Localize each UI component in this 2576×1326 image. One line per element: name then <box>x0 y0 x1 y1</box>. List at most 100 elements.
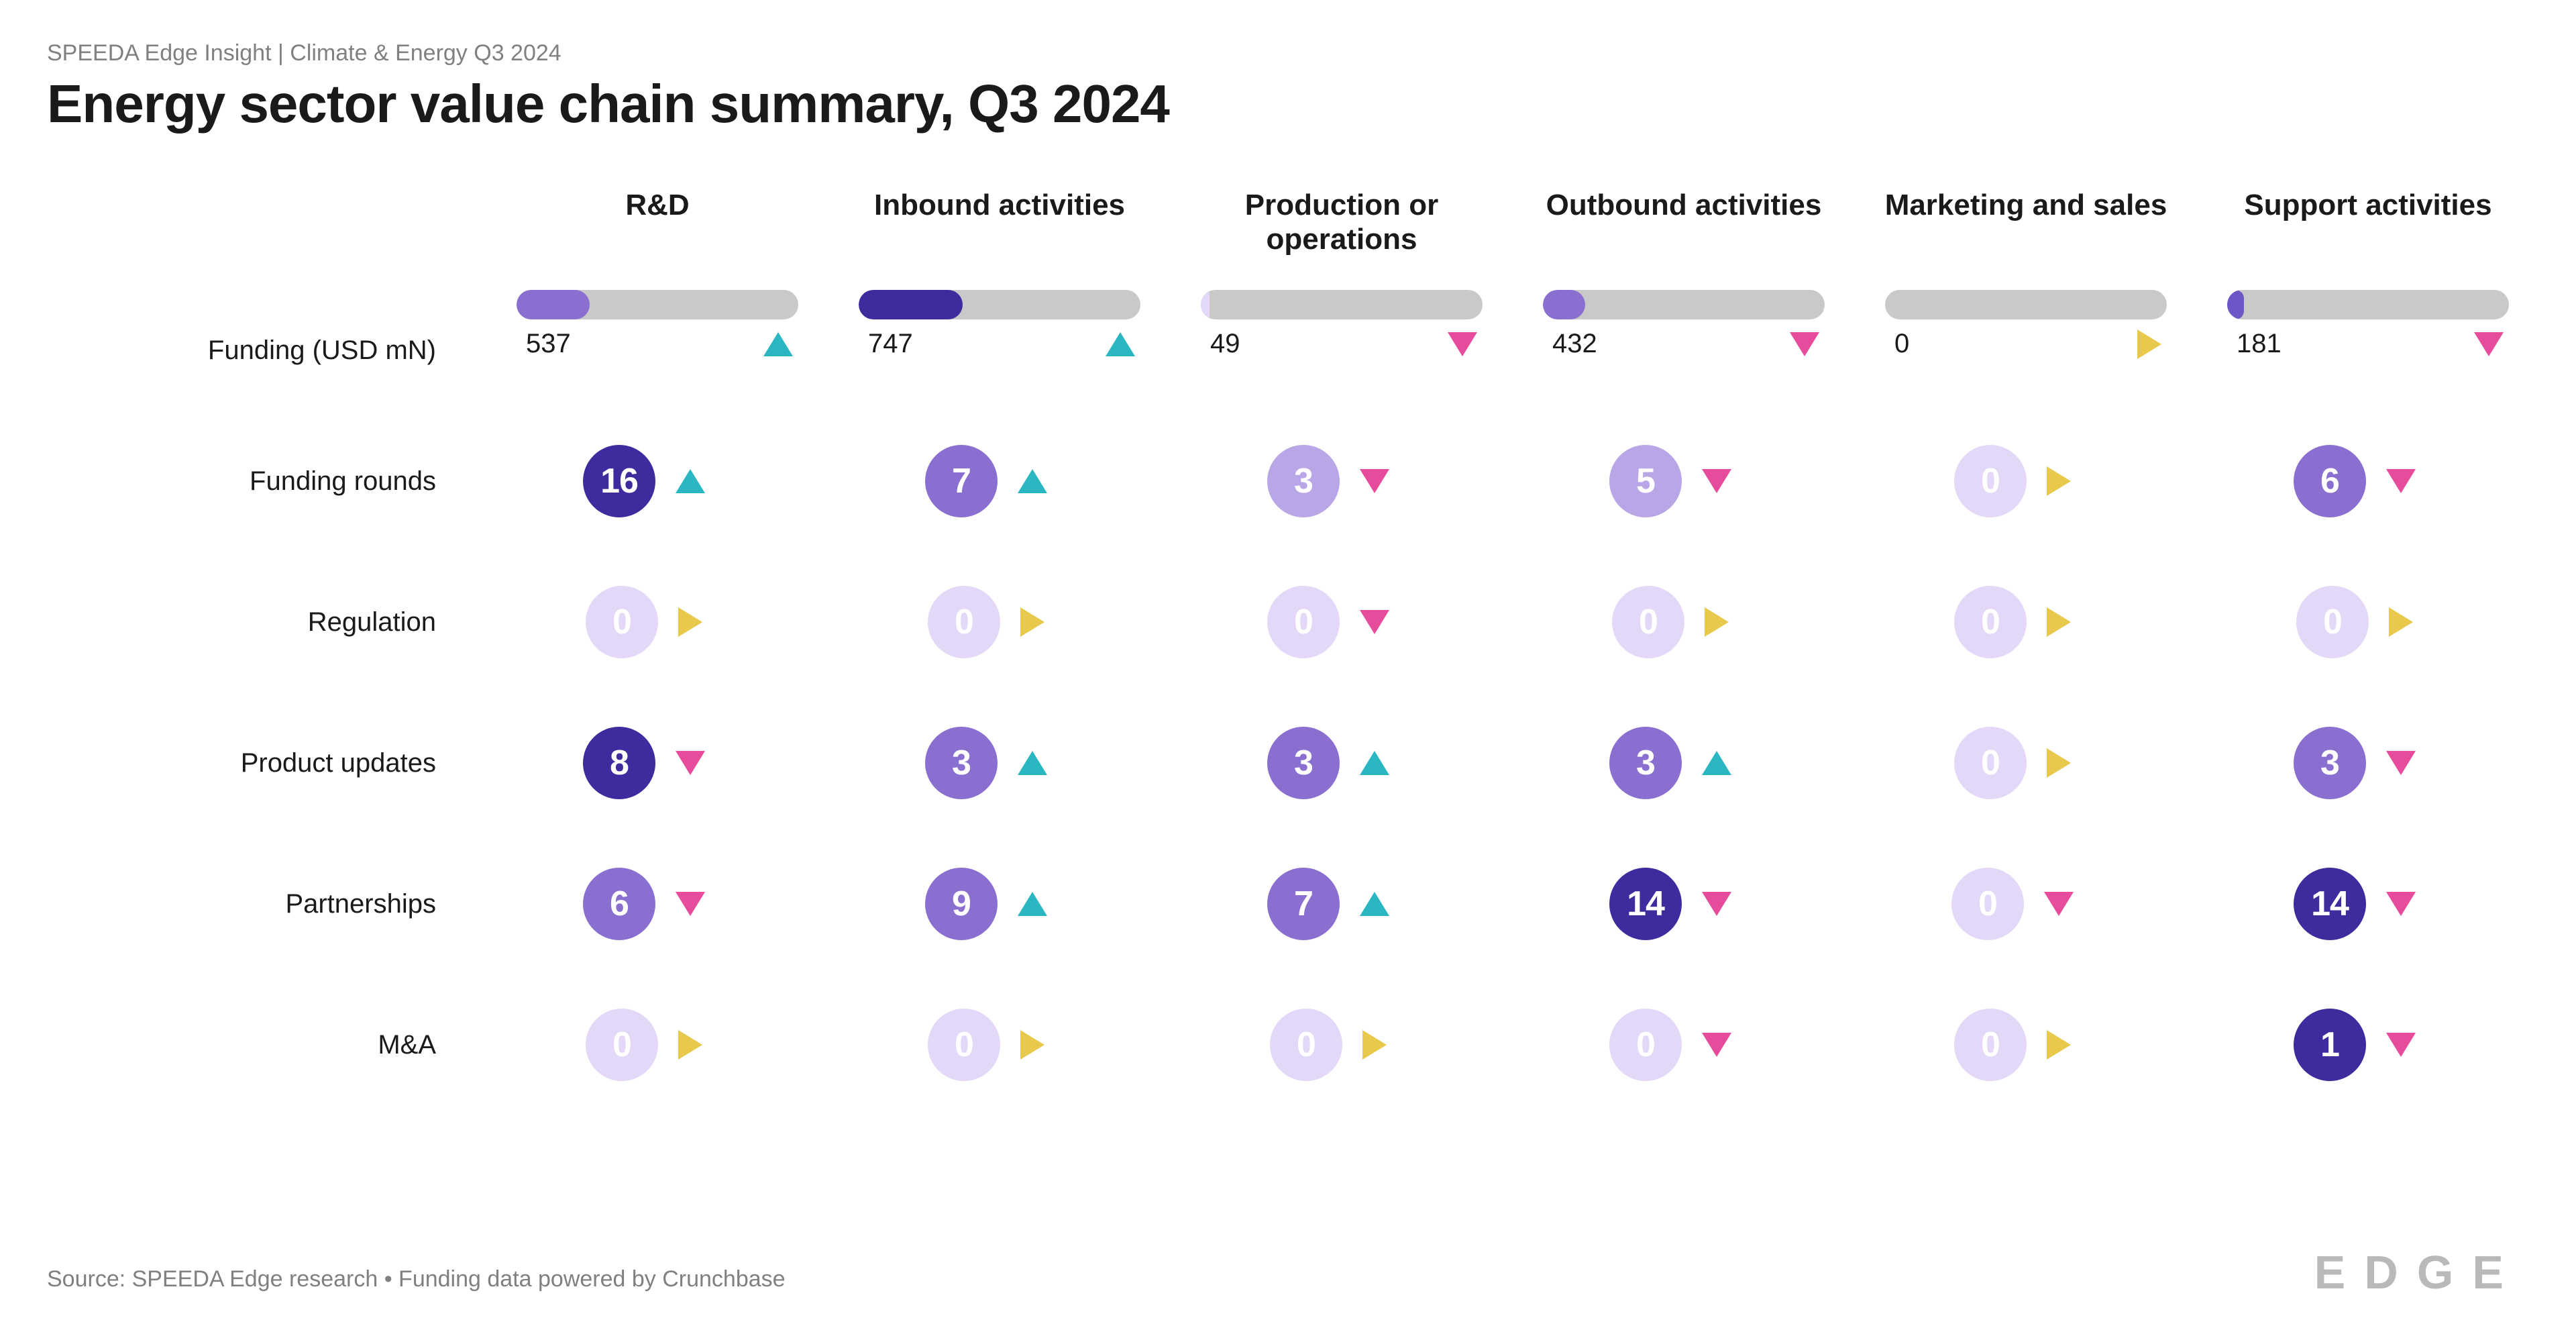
metric-circle: 3 <box>925 727 998 799</box>
metric-wrap: 0 <box>1267 586 1389 658</box>
row-label-regulation: Regulation <box>47 552 476 693</box>
metric-cell: 3 <box>839 693 1161 833</box>
metric-cell: 7 <box>839 411 1161 552</box>
trend-down-icon <box>1790 332 1819 356</box>
trend-down-icon <box>2474 332 2504 356</box>
trend-down-icon <box>676 892 705 916</box>
headline: Energy sector value chain summary, Q3 20… <box>47 73 2529 135</box>
metric-wrap: 6 <box>583 868 705 940</box>
trend-up-icon <box>676 469 705 493</box>
metric-circle: 0 <box>1270 1009 1342 1081</box>
metric-cell: 3 <box>1181 693 1503 833</box>
funding-value-row: 537 <box>517 329 798 359</box>
metric-circle: 0 <box>1954 727 2027 799</box>
trend-down-icon <box>2386 892 2416 916</box>
metric-circle: 3 <box>1267 727 1340 799</box>
funding-value-row: 181 <box>2227 329 2509 359</box>
trend-down-icon <box>1448 332 1477 356</box>
metric-cell: 0 <box>1865 552 2187 693</box>
metric-wrap: 0 <box>586 1009 702 1081</box>
value-chain-grid: R&D Inbound activities Production or ope… <box>47 189 2529 1115</box>
funding-bar-track <box>1543 290 1825 319</box>
trend-up-icon <box>1018 892 1047 916</box>
trend-flat-icon <box>2047 466 2071 496</box>
trend-down-icon <box>2386 469 2416 493</box>
funding-bar-fill <box>517 290 590 319</box>
metric-circle: 0 <box>1954 445 2027 517</box>
column-header: Outbound activities <box>1523 189 1845 290</box>
funding-bar-track <box>859 290 1140 319</box>
metric-circle: 0 <box>928 1009 1000 1081</box>
source-footnote: Source: SPEEDA Edge research • Funding d… <box>47 1266 786 1292</box>
trend-up-icon <box>1360 892 1389 916</box>
metric-cell: 0 <box>1523 974 1845 1115</box>
brand-logotype: EDGE <box>2314 1245 2522 1299</box>
funding-cell: 181 <box>2207 290 2529 411</box>
metric-circle: 16 <box>583 445 655 517</box>
funding-value: 181 <box>2237 329 2282 359</box>
metric-cell: 3 <box>1523 693 1845 833</box>
metric-cell: 14 <box>2207 833 2529 974</box>
metric-circle: 0 <box>1612 586 1684 658</box>
metric-wrap: 8 <box>583 727 705 799</box>
funding-value-row: 747 <box>859 329 1140 359</box>
funding-cell: 747 <box>839 290 1161 411</box>
row-label-product-updates: Product updates <box>47 693 476 833</box>
funding-bar-fill <box>859 290 963 319</box>
metric-wrap: 7 <box>1267 868 1389 940</box>
metric-wrap: 0 <box>2296 586 2413 658</box>
trend-down-icon <box>676 751 705 775</box>
metric-circle: 0 <box>1609 1009 1682 1081</box>
metric-wrap: 6 <box>2294 445 2416 517</box>
metric-cell: 9 <box>839 833 1161 974</box>
trend-up-icon <box>1106 332 1135 356</box>
metric-wrap: 3 <box>2294 727 2416 799</box>
metric-wrap: 3 <box>1267 727 1389 799</box>
metric-wrap: 0 <box>1951 868 2074 940</box>
funding-cell: 432 <box>1523 290 1845 411</box>
metric-cell: 1 <box>2207 974 2529 1115</box>
funding-bar-track <box>1885 290 2167 319</box>
metric-cell: 0 <box>2207 552 2529 693</box>
metric-wrap: 14 <box>2294 868 2416 940</box>
funding-bar-track <box>2227 290 2509 319</box>
metric-circle: 0 <box>586 586 658 658</box>
trend-flat-icon <box>2137 329 2161 359</box>
funding-value-row: 0 <box>1885 329 2167 359</box>
metric-wrap: 0 <box>1612 586 1729 658</box>
metric-wrap: 0 <box>1954 586 2071 658</box>
funding-bar-track <box>517 290 798 319</box>
trend-up-icon <box>1360 751 1389 775</box>
column-header: Inbound activities <box>839 189 1161 290</box>
metric-wrap: 7 <box>925 445 1047 517</box>
metric-cell: 6 <box>496 833 818 974</box>
trend-up-icon <box>1018 469 1047 493</box>
metric-cell: 0 <box>1181 974 1503 1115</box>
funding-value: 49 <box>1210 329 1240 359</box>
metric-cell: 0 <box>1865 833 2187 974</box>
funding-value: 432 <box>1552 329 1597 359</box>
metric-wrap: 0 <box>928 586 1044 658</box>
metric-cell: 0 <box>1865 974 2187 1115</box>
metric-wrap: 0 <box>1954 1009 2071 1081</box>
metric-cell: 3 <box>1181 411 1503 552</box>
metric-circle: 0 <box>586 1009 658 1081</box>
metric-wrap: 14 <box>1609 868 1731 940</box>
metric-circle: 6 <box>2294 445 2366 517</box>
metric-cell: 8 <box>496 693 818 833</box>
metric-wrap: 3 <box>1609 727 1731 799</box>
trend-flat-icon <box>1705 607 1729 637</box>
metric-wrap: 9 <box>925 868 1047 940</box>
metric-circle: 0 <box>1951 868 2024 940</box>
funding-value: 747 <box>868 329 913 359</box>
funding-value-row: 49 <box>1201 329 1483 359</box>
row-label-funding: Funding (USD mN) <box>47 290 476 411</box>
metric-cell: 0 <box>496 974 818 1115</box>
funding-cell: 49 <box>1181 290 1503 411</box>
metric-circle: 3 <box>1609 727 1682 799</box>
funding-value: 537 <box>526 329 571 359</box>
metric-wrap: 16 <box>583 445 705 517</box>
metric-cell: 5 <box>1523 411 1845 552</box>
metric-wrap: 0 <box>928 1009 1044 1081</box>
metric-cell: 0 <box>839 974 1161 1115</box>
